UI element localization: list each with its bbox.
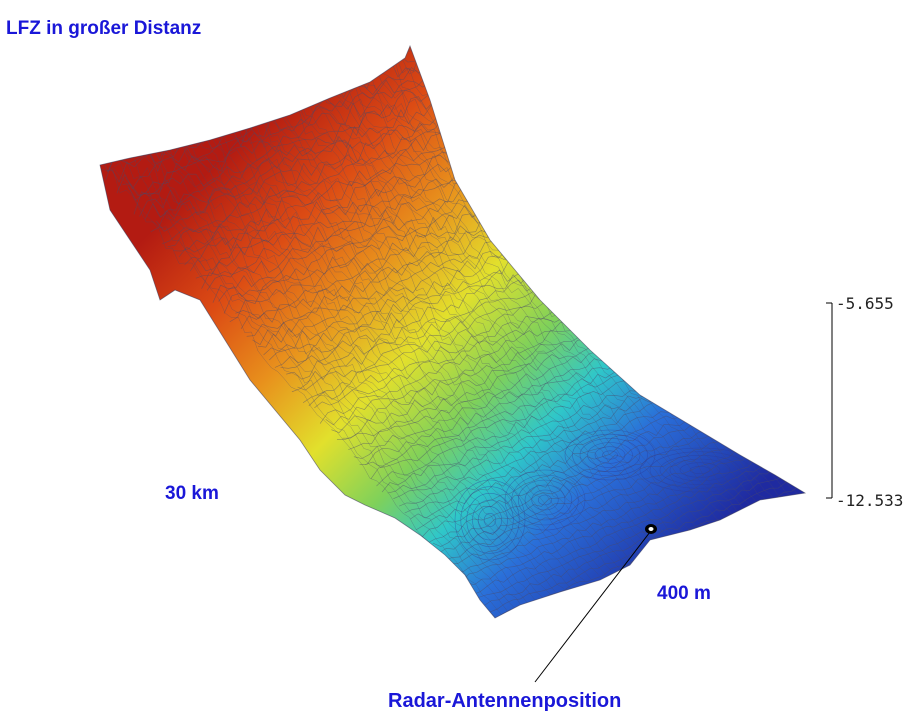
terrain-contour [511, 474, 579, 526]
terrain-contour [602, 450, 618, 460]
terrain-contour [531, 489, 559, 511]
terrain-contour [537, 494, 552, 506]
mesh-line [196, 122, 592, 580]
mesh-line [334, 73, 730, 524]
mesh-line [279, 94, 675, 546]
antenna-marker [645, 524, 657, 534]
terrain-contour [466, 492, 514, 547]
mesh-line [244, 116, 640, 559]
mesh-line [410, 394, 721, 520]
mesh-line [340, 73, 737, 520]
mesh-line [144, 101, 456, 220]
terrain-surface [99, 44, 807, 619]
terrain-contour [472, 499, 508, 541]
terrain-contour [659, 454, 741, 485]
mesh-line [161, 145, 558, 594]
value-scale: -5.655 -12.533 [826, 294, 903, 510]
terrain-contour [483, 512, 497, 527]
terrain-contour [594, 446, 626, 464]
mesh-line [404, 394, 715, 514]
mesh-line [449, 443, 761, 565]
mesh-line [258, 101, 654, 557]
mesh-line [161, 110, 473, 245]
mesh-line [285, 100, 682, 542]
mesh-line [127, 77, 439, 201]
mesh-line [127, 156, 523, 608]
mesh-line [230, 110, 627, 567]
scale-min-label: -12.533 [836, 491, 903, 510]
mesh-line [134, 145, 530, 607]
mesh-line [167, 119, 478, 247]
mesh-line [195, 157, 506, 279]
mesh-line [133, 89, 444, 215]
mesh-line [156, 104, 467, 232]
mesh-line [168, 143, 565, 589]
terrain-contour [504, 469, 586, 531]
mesh-line [299, 90, 695, 537]
mesh-line [292, 81, 689, 542]
terrain-contour [639, 447, 761, 493]
mesh-line [173, 131, 484, 252]
mesh-line [421, 409, 732, 538]
terrain-contour [579, 437, 641, 472]
terrain-contour [669, 458, 731, 482]
mesh-line [432, 420, 744, 547]
distance-label-400m: 400 m [657, 583, 711, 604]
terrain-contour [649, 451, 751, 489]
terrain-contour [564, 429, 656, 481]
mesh-line [147, 147, 544, 598]
mesh-line [320, 70, 716, 532]
terrain-contour [587, 442, 633, 468]
terrain-outline [99, 44, 807, 619]
terrain-contour [679, 462, 721, 478]
mesh-line [189, 122, 585, 581]
terrain-contour [477, 506, 502, 534]
mesh-line [175, 132, 571, 589]
mesh-line [478, 473, 789, 598]
mesh-line [466, 463, 777, 586]
figure-title: LFZ in großer Distanz [6, 18, 201, 39]
mesh-line [106, 167, 503, 616]
mesh-line [427, 416, 738, 544]
mesh-line [184, 144, 495, 266]
terrain-contour [689, 465, 711, 474]
mesh-line [223, 108, 620, 569]
mesh-line [113, 162, 510, 614]
terrain-contour [517, 479, 572, 521]
scale-max-label: -5.655 [836, 294, 894, 313]
mesh-line [306, 93, 702, 535]
mesh-line [178, 140, 490, 258]
terrain-contour [572, 433, 648, 477]
mesh-line [251, 108, 647, 557]
mesh-line [327, 69, 723, 526]
distance-label-30km: 30 km [165, 483, 219, 504]
terrain-surface-fill [100, 46, 805, 618]
mesh-line [203, 128, 599, 575]
mesh-line [313, 80, 709, 534]
mesh-line [141, 141, 537, 602]
terrain-contour [460, 486, 520, 554]
mesh-line [455, 450, 766, 572]
mesh-line [120, 159, 516, 610]
mesh-line [460, 456, 772, 583]
mesh-line [150, 96, 462, 232]
antenna-leader-line [534, 531, 651, 683]
mesh-line [122, 78, 433, 196]
mesh-line [209, 123, 606, 575]
mesh-line [265, 103, 661, 554]
mesh-line [271, 91, 668, 550]
terrain-contour [524, 484, 566, 516]
antenna-position-label: Radar-Antennenposition [388, 690, 621, 712]
mesh-line [483, 478, 794, 607]
terrain-contour [454, 479, 526, 561]
mesh-line [190, 147, 501, 272]
